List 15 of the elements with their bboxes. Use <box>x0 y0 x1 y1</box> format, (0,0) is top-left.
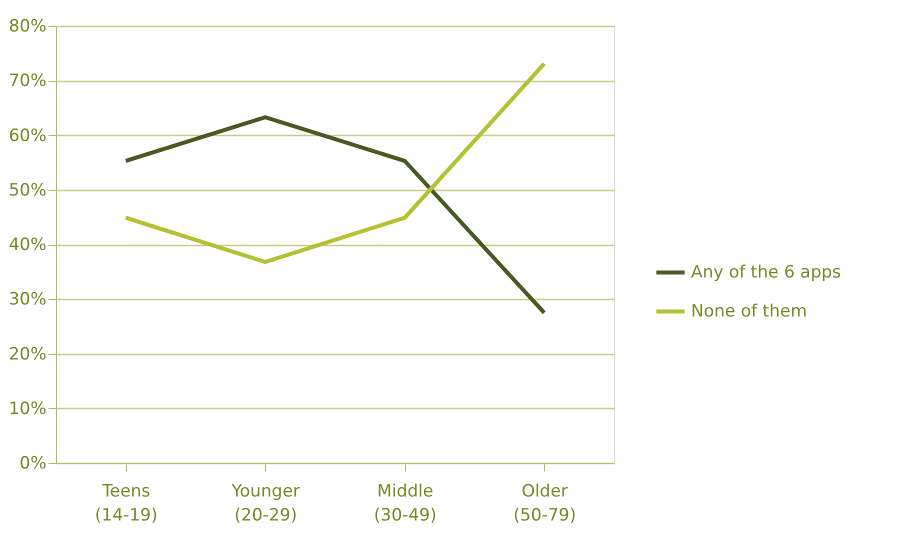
y-tick-label: 80% <box>8 16 46 36</box>
x-tick-label: Younger (20-29) <box>230 482 300 526</box>
y-tick-label: 70% <box>8 71 46 92</box>
legend-label: None of them <box>691 302 808 322</box>
y-tick-label: 60% <box>8 126 46 146</box>
y-tick-label: 10% <box>8 398 46 419</box>
y-tick-label: 0% <box>20 454 46 474</box>
legend-label: Any of the 6 apps <box>691 262 842 282</box>
x-tick-label: Middle (30-49) <box>374 482 437 526</box>
x-tick-label: Older (50-79) <box>513 482 576 526</box>
y-tick-label: 40% <box>8 235 46 255</box>
x-tick-label: Teens (14-19) <box>94 482 158 526</box>
y-tick-label: 20% <box>8 344 46 364</box>
y-tick-label: 30% <box>8 290 46 310</box>
y-tick-label: 50% <box>8 180 46 200</box>
